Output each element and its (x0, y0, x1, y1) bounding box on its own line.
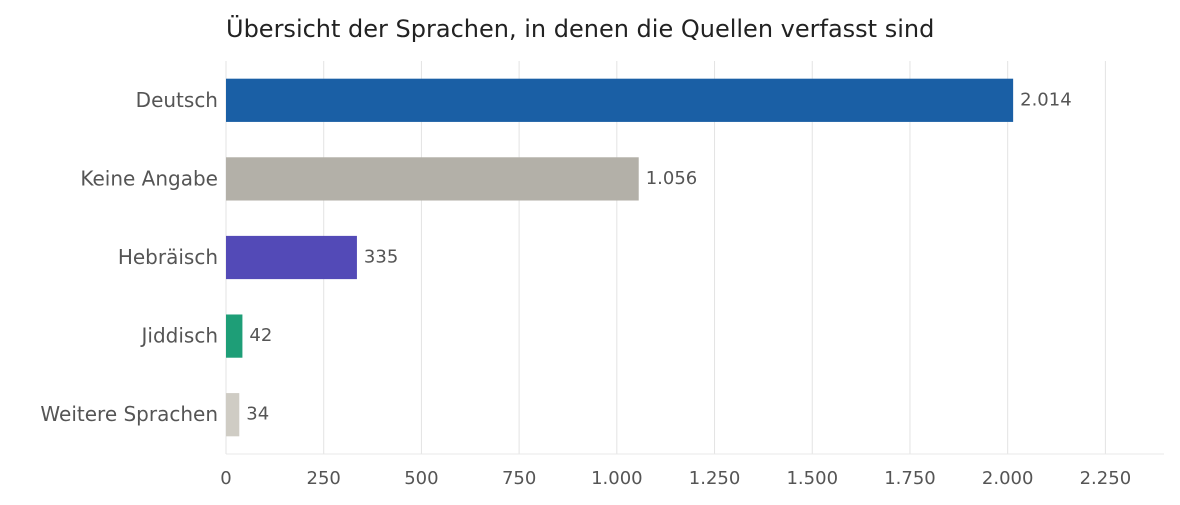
x-tick-label: 2.000 (982, 468, 1034, 489)
x-tick-label: 1.250 (689, 468, 741, 489)
y-tick-label: Jiddisch (140, 324, 219, 348)
x-tick-label: 0 (220, 468, 231, 489)
chart-title: Übersicht der Sprachen, in denen die Que… (226, 14, 934, 43)
bar (226, 78, 1014, 122)
y-tick-label: Deutsch (136, 88, 218, 112)
x-tick-label: 1.500 (786, 468, 838, 489)
value-label: 1.056 (646, 168, 698, 189)
y-tick-label: Keine Angabe (80, 166, 218, 190)
y-tick-label: Weitere Sprachen (40, 402, 218, 426)
value-label: 42 (249, 325, 272, 346)
bar (226, 157, 639, 201)
x-tick-label: 2.250 (1080, 468, 1132, 489)
x-tick-label: 750 (502, 468, 536, 489)
value-label: 2.014 (1020, 89, 1072, 110)
x-tick-label: 1.750 (884, 468, 936, 489)
bar (226, 235, 357, 280)
bar (226, 393, 240, 437)
x-tick-label: 500 (404, 468, 438, 489)
value-label: 34 (246, 404, 269, 425)
x-tick-label: 1.000 (591, 468, 643, 489)
y-tick-label: Hebräisch (118, 245, 218, 269)
bar (226, 314, 243, 358)
x-tick-label: 250 (307, 468, 341, 489)
value-label: 335 (364, 247, 398, 268)
